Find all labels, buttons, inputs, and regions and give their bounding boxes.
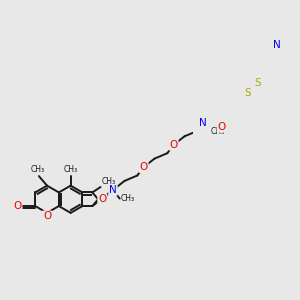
Text: S: S — [244, 88, 251, 98]
Text: CH₃: CH₃ — [64, 165, 78, 174]
Text: O: O — [218, 122, 226, 132]
Text: S: S — [254, 79, 261, 88]
Text: CH₃: CH₃ — [210, 127, 224, 136]
Text: O: O — [169, 140, 178, 150]
Text: N: N — [200, 118, 207, 128]
Text: CH₃: CH₃ — [102, 177, 116, 186]
Text: CH₃: CH₃ — [30, 165, 45, 174]
Text: O: O — [14, 201, 22, 211]
Text: O: O — [140, 162, 148, 172]
Text: O: O — [98, 194, 106, 204]
Text: N: N — [109, 185, 117, 195]
Text: N: N — [273, 40, 280, 50]
Text: CH₃: CH₃ — [120, 194, 134, 203]
Text: O: O — [43, 211, 51, 221]
